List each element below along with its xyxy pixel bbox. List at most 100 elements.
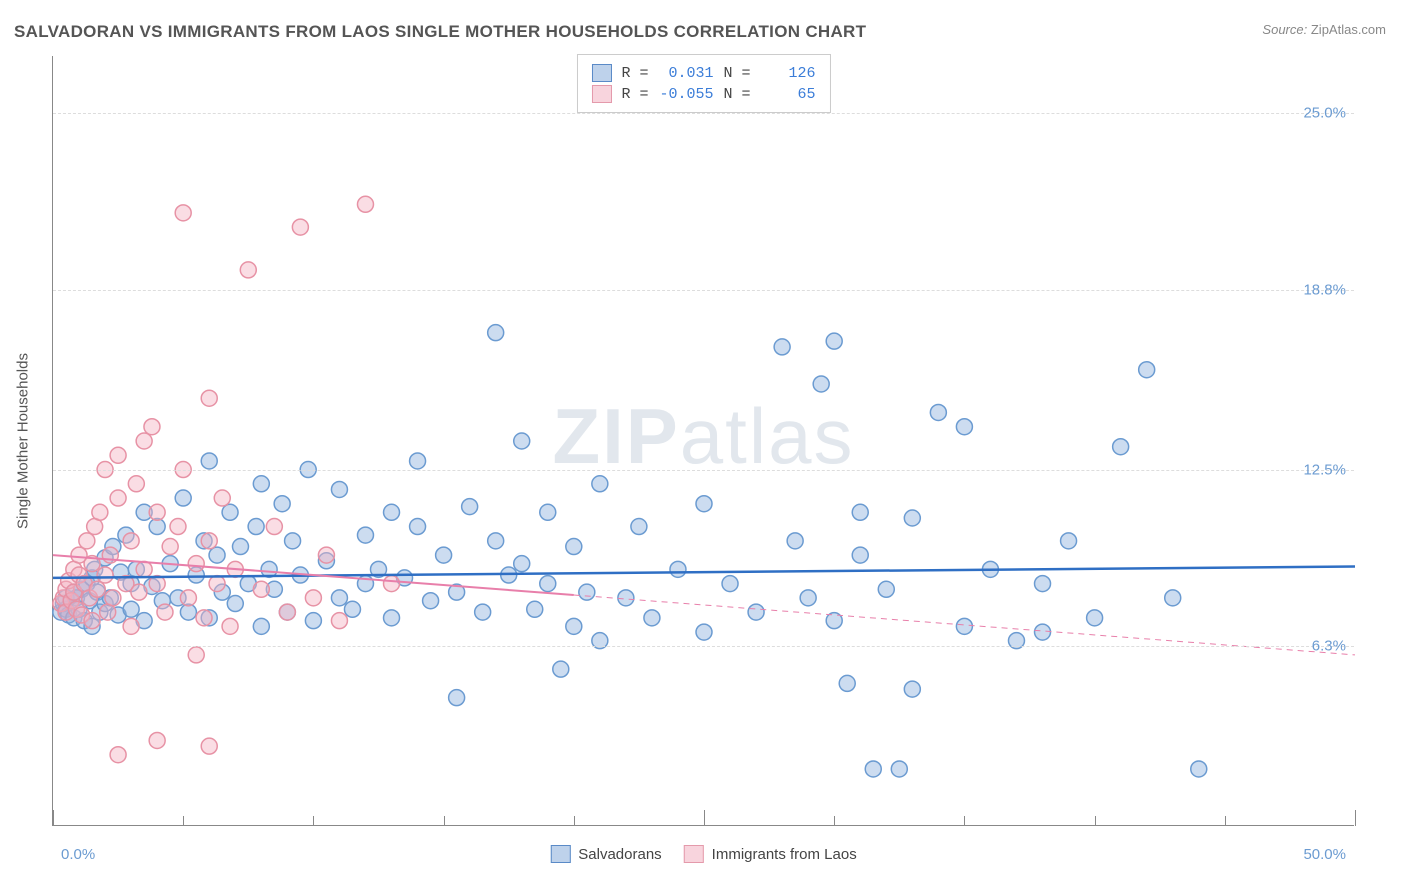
x-tick-mark — [704, 810, 705, 826]
data-point — [214, 490, 230, 506]
data-point — [180, 590, 196, 606]
data-point — [344, 601, 360, 617]
x-tick-mark — [1355, 810, 1356, 826]
data-point — [956, 419, 972, 435]
data-point — [222, 504, 238, 520]
x-tick-mark — [313, 816, 314, 826]
data-point — [1165, 590, 1181, 606]
y-tick-label: 18.8% — [1303, 281, 1346, 298]
data-point — [188, 556, 204, 572]
data-point — [105, 590, 121, 606]
gridline — [53, 113, 1354, 114]
y-tick-label: 12.5% — [1303, 461, 1346, 478]
stat-r-pink: R = -0.055 — [621, 86, 713, 103]
stat-n-blue: N = 126 — [724, 65, 816, 82]
y-tick-label: 25.0% — [1303, 105, 1346, 122]
data-point — [592, 476, 608, 492]
data-point — [110, 490, 126, 506]
data-point — [514, 433, 530, 449]
x-tick-mark — [964, 816, 965, 826]
data-point — [410, 453, 426, 469]
data-point — [488, 325, 504, 341]
data-point — [1035, 624, 1051, 640]
plot-area: Single Mother Households ZIPatlas R = 0.… — [52, 56, 1354, 826]
data-point — [1113, 439, 1129, 455]
data-point — [331, 481, 347, 497]
data-point — [201, 453, 217, 469]
data-point — [209, 576, 225, 592]
swatch-blue-icon — [550, 845, 570, 863]
data-point — [110, 747, 126, 763]
data-point — [553, 661, 569, 677]
data-point — [149, 504, 165, 520]
x-tick-mark — [1095, 816, 1096, 826]
data-point — [475, 604, 491, 620]
data-point — [800, 590, 816, 606]
source-label: Source: — [1262, 22, 1307, 37]
x-tick-mark — [1225, 816, 1226, 826]
data-point — [305, 613, 321, 629]
data-point — [136, 433, 152, 449]
data-point — [196, 610, 212, 626]
stats-legend: R = 0.031 N = 126 R = -0.055 N = 65 — [576, 54, 830, 113]
data-point — [410, 519, 426, 535]
correlation-chart: SALVADORAN VS IMMIGRANTS FROM LAOS SINGL… — [0, 0, 1406, 892]
data-point — [1191, 761, 1207, 777]
data-point — [956, 618, 972, 634]
data-point — [170, 519, 186, 535]
data-point — [1087, 610, 1103, 626]
y-tick-label: 6.3% — [1312, 638, 1346, 655]
legend-item-salvadorans: Salvadorans — [550, 845, 661, 863]
stats-row-salvadorans: R = 0.031 N = 126 — [591, 64, 815, 82]
data-point — [175, 490, 191, 506]
series-legend: Salvadorans Immigrants from Laos — [550, 845, 856, 863]
data-point — [131, 584, 147, 600]
data-point — [201, 533, 217, 549]
data-point — [774, 339, 790, 355]
data-point — [357, 527, 373, 543]
data-point — [540, 576, 556, 592]
data-point — [579, 584, 595, 600]
swatch-pink-icon — [591, 85, 611, 103]
data-point — [331, 590, 347, 606]
source-attribution: Source: ZipAtlas.com — [1262, 22, 1386, 37]
stat-r-blue: R = 0.031 — [621, 65, 713, 82]
data-point — [462, 499, 478, 515]
data-point — [1061, 533, 1077, 549]
data-point — [128, 476, 144, 492]
data-point — [162, 539, 178, 555]
data-point — [136, 561, 152, 577]
gridline — [53, 470, 1354, 471]
data-point — [266, 519, 282, 535]
data-point — [209, 547, 225, 563]
data-point — [839, 675, 855, 691]
data-point — [384, 610, 400, 626]
scatter-svg — [53, 56, 1354, 825]
data-point — [696, 624, 712, 640]
data-point — [175, 205, 191, 221]
data-point — [201, 390, 217, 406]
data-point — [274, 496, 290, 512]
data-point — [891, 761, 907, 777]
data-point — [787, 533, 803, 549]
x-tick-mark — [183, 816, 184, 826]
data-point — [253, 581, 269, 597]
data-point — [488, 533, 504, 549]
y-axis-title: Single Mother Households — [15, 353, 32, 529]
data-point — [904, 681, 920, 697]
legend-label-laos: Immigrants from Laos — [712, 846, 857, 863]
data-point — [865, 761, 881, 777]
data-point — [240, 262, 256, 278]
gridline — [53, 290, 1354, 291]
data-point — [852, 504, 868, 520]
data-point — [423, 593, 439, 609]
data-point — [670, 561, 686, 577]
data-point — [222, 618, 238, 634]
x-tick-mark — [574, 816, 575, 826]
data-point — [92, 504, 108, 520]
data-point — [318, 547, 334, 563]
data-point — [188, 647, 204, 663]
trend-line — [53, 566, 1355, 577]
legend-label-salvadorans: Salvadorans — [578, 846, 661, 863]
data-point — [331, 613, 347, 629]
